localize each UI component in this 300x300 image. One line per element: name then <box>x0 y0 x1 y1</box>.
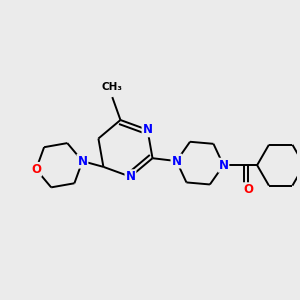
Text: O: O <box>31 163 41 176</box>
Text: O: O <box>243 183 253 196</box>
Text: CH₃: CH₃ <box>102 82 123 92</box>
Text: N: N <box>172 154 182 168</box>
Text: N: N <box>142 123 152 136</box>
Text: N: N <box>125 170 136 183</box>
Text: N: N <box>77 154 87 168</box>
Text: N: N <box>218 159 228 172</box>
